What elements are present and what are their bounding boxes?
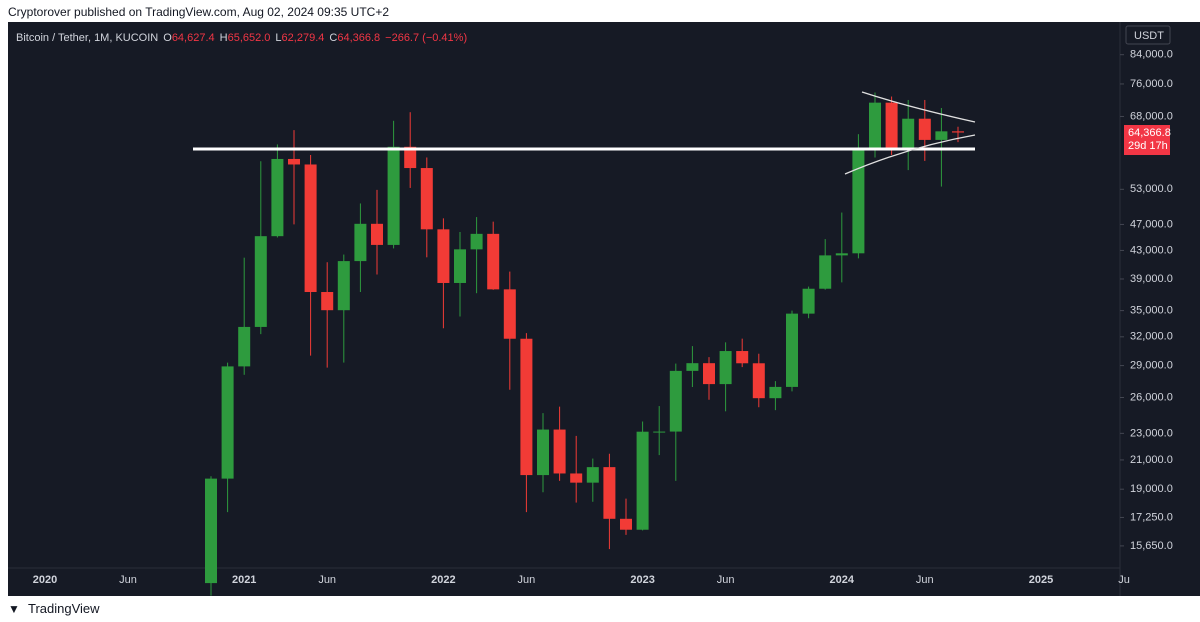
y-tick-label: 84,000.0 xyxy=(1130,49,1173,61)
candle-body xyxy=(470,233,483,250)
candle-body xyxy=(703,363,715,385)
candle-body xyxy=(885,102,898,150)
x-tick-label: 2022 xyxy=(431,574,455,586)
y-tick-label: 39,000.0 xyxy=(1130,273,1173,285)
bar-countdown: 29d 17h xyxy=(1128,140,1168,152)
candle-body xyxy=(420,168,433,230)
x-tick-label: 2020 xyxy=(33,574,57,586)
candle-body xyxy=(653,431,666,433)
y-tick-label: 43,000.0 xyxy=(1130,244,1173,256)
x-tick-label: Ju xyxy=(1118,574,1130,586)
candle-body xyxy=(371,223,383,245)
currency: USDT xyxy=(1134,30,1164,42)
candle-body xyxy=(503,289,516,339)
open-key: O xyxy=(163,32,172,44)
candle-body xyxy=(387,146,400,245)
brand: TradingView xyxy=(28,601,100,616)
y-tick-label: 21,000.0 xyxy=(1130,454,1173,466)
publish-bar: Cryptorover published on TradingView.com… xyxy=(0,0,1200,22)
drawn-triangle-upper xyxy=(861,91,976,123)
x-tick-label: Jun xyxy=(318,574,336,586)
candle-body xyxy=(271,158,284,237)
candle-body xyxy=(852,147,865,254)
price-label-box xyxy=(1124,125,1170,155)
chart: 84,000.0 76,000.0 68,000.0 53,000.0 47,000.0… xyxy=(8,22,1200,596)
candle-body xyxy=(288,158,300,165)
drawn-triangle-lower xyxy=(844,134,976,175)
low-value: 62,279.4 xyxy=(281,32,325,44)
close-key: C xyxy=(329,32,338,44)
candle-body xyxy=(918,118,931,140)
y-tick-label: 15,650.0 xyxy=(1130,540,1173,552)
low-key: L xyxy=(275,32,282,44)
close-value: 64,366.8 xyxy=(337,32,381,44)
y-tick-label: 19,000.0 xyxy=(1130,483,1173,495)
symbol: Bitcoin / Tether, 1M, KUCOIN xyxy=(16,32,159,44)
candle-body xyxy=(404,146,417,169)
x-tick-label: Jun xyxy=(717,574,735,586)
currency-box xyxy=(1125,25,1171,45)
candle-body xyxy=(437,229,450,283)
change: −266.7 (−0.41%) xyxy=(385,32,468,44)
x-tick-label: 2024 xyxy=(830,574,855,586)
candle-body xyxy=(321,292,334,311)
y-tick-label: 76,000.0 xyxy=(1130,78,1173,90)
footer: ▼ TradingView xyxy=(0,596,1200,622)
candle-body xyxy=(537,429,549,476)
y-tick-label: 29,000.0 xyxy=(1130,359,1173,371)
y-tick-label: 35,000.0 xyxy=(1130,305,1173,317)
candle-body xyxy=(752,363,765,399)
candle-body xyxy=(254,236,267,327)
candle-body xyxy=(636,431,649,530)
y-tick-label: 32,000.0 xyxy=(1130,331,1173,343)
candle-body xyxy=(221,366,234,479)
candle-body xyxy=(786,313,798,387)
high-value: 65,652.0 xyxy=(227,32,271,44)
x-tick-label: 2023 xyxy=(630,574,654,586)
candle-body xyxy=(553,429,566,474)
candle-body xyxy=(520,338,533,476)
candle-body xyxy=(205,478,217,584)
candle-body xyxy=(603,467,616,519)
logo-icon: ▼ xyxy=(8,602,20,616)
y-tick-label: 47,000.0 xyxy=(1130,218,1173,230)
candle-body xyxy=(736,351,749,364)
x-tick-label: Jun xyxy=(119,574,137,586)
candle-body xyxy=(570,473,583,483)
candle-body xyxy=(487,233,500,290)
x-tick-label: 2025 xyxy=(1029,574,1053,586)
candle-body xyxy=(902,118,915,150)
x-tick-label: Jun xyxy=(916,574,934,586)
candle-body xyxy=(337,261,350,311)
y-tick-label: 17,250.0 xyxy=(1130,511,1173,523)
candle-body xyxy=(952,131,964,133)
last-price: 64,366.8 xyxy=(1128,127,1171,139)
y-tick-label: 26,000.0 xyxy=(1130,391,1173,403)
candle-body xyxy=(620,518,632,530)
candle-body xyxy=(238,326,251,367)
x-tick-label: Jun xyxy=(518,574,536,586)
candle-body xyxy=(686,363,699,371)
candle-body xyxy=(586,467,599,483)
candle-body xyxy=(354,223,367,262)
x-tick-label: 2021 xyxy=(232,574,256,586)
candle-body xyxy=(769,386,782,399)
candle-body xyxy=(869,102,881,148)
y-tick-label: 68,000.0 xyxy=(1130,110,1173,122)
candle-body xyxy=(669,370,682,432)
y-tick-label: 53,000.0 xyxy=(1130,183,1173,195)
symbol-legend: Bitcoin / Tether, 1M, KUCOIN O64,627.4 H65… xyxy=(16,32,467,44)
candle-body xyxy=(819,255,832,289)
publish-info: Cryptorover published on TradingView.com… xyxy=(8,5,390,19)
y-tick-label: 23,000.0 xyxy=(1130,427,1173,439)
candle-body xyxy=(935,131,948,140)
candle-body xyxy=(835,253,848,256)
candle-body xyxy=(304,164,317,293)
candle-body xyxy=(454,249,466,283)
candle-body xyxy=(719,351,732,385)
candle-body xyxy=(802,288,815,314)
high-key: H xyxy=(219,32,228,44)
open-value: 64,627.4 xyxy=(171,32,215,44)
